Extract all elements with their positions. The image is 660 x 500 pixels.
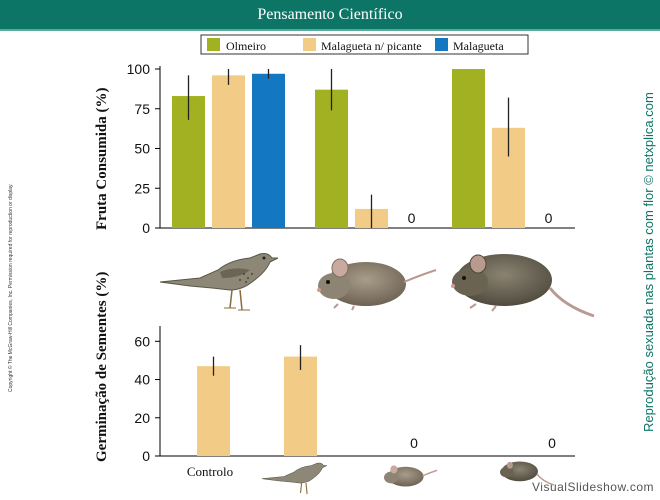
bottom-zero-label: 0 xyxy=(410,435,418,451)
rat-icon xyxy=(500,461,555,486)
bottom-y-tick-label: 20 xyxy=(134,410,150,426)
bottom-y-tick-label: 60 xyxy=(134,333,150,349)
legend: Olmeiro Malagueta n/ picante Malagueta xyxy=(200,34,529,55)
legend-label-olmeiro: Olmeiro xyxy=(226,39,266,53)
top-y-tick-label: 50 xyxy=(134,141,150,157)
bottom-category-controlo: Controlo xyxy=(187,464,233,479)
top-y-tick-label: 25 xyxy=(134,180,150,196)
slide-title: Pensamento Científico xyxy=(257,5,403,23)
mouse-icon xyxy=(317,258,437,311)
legend-label-malagueta: Malagueta xyxy=(453,39,504,53)
rat-icon xyxy=(451,254,595,318)
top-y-tick-label: 75 xyxy=(134,101,150,117)
bird-icon xyxy=(261,462,328,495)
top-y-axis-label: Fruta Consumida (%) xyxy=(94,87,110,230)
bottom-y-axis-label: Germinação de Sementes (%) xyxy=(94,272,110,462)
top-zero-label: 0 xyxy=(545,210,553,226)
bird-icon xyxy=(159,253,279,311)
top-bar xyxy=(252,73,285,229)
legend-swatch-olmeiro xyxy=(207,38,220,51)
header-divider xyxy=(0,29,660,31)
top-chart: Fruta Consumida (%) 0 25 50 75 100 0 0 xyxy=(94,61,575,236)
bottom-chart: Germinação de Sementes (%) 0 20 40 60 0 0 Co… xyxy=(94,272,575,495)
bottom-y-tick-label: 40 xyxy=(134,372,150,388)
top-y-tick-label: 0 xyxy=(142,220,150,236)
top-bar xyxy=(452,69,485,228)
top-bar xyxy=(315,89,348,228)
slide-header: Pensamento Científico xyxy=(0,0,660,29)
top-zero-label: 0 xyxy=(408,210,416,226)
legend-swatch-malagueta xyxy=(435,38,448,51)
bottom-y-tick-label: 0 xyxy=(142,448,150,464)
legend-label-malagueta-n-picante: Malagueta n/ picante xyxy=(321,39,422,53)
bottom-bar xyxy=(284,356,317,456)
top-y-tick-label: 100 xyxy=(127,61,151,77)
legend-swatch-malagueta-n-picante xyxy=(303,38,316,51)
watermark: VisualSlideshow.com xyxy=(531,480,654,494)
bottom-zero-label: 0 xyxy=(548,435,556,451)
bottom-bar xyxy=(197,366,230,456)
mouse-icon xyxy=(384,465,438,487)
top-bar xyxy=(212,75,245,228)
animal-illustrations xyxy=(159,253,595,318)
